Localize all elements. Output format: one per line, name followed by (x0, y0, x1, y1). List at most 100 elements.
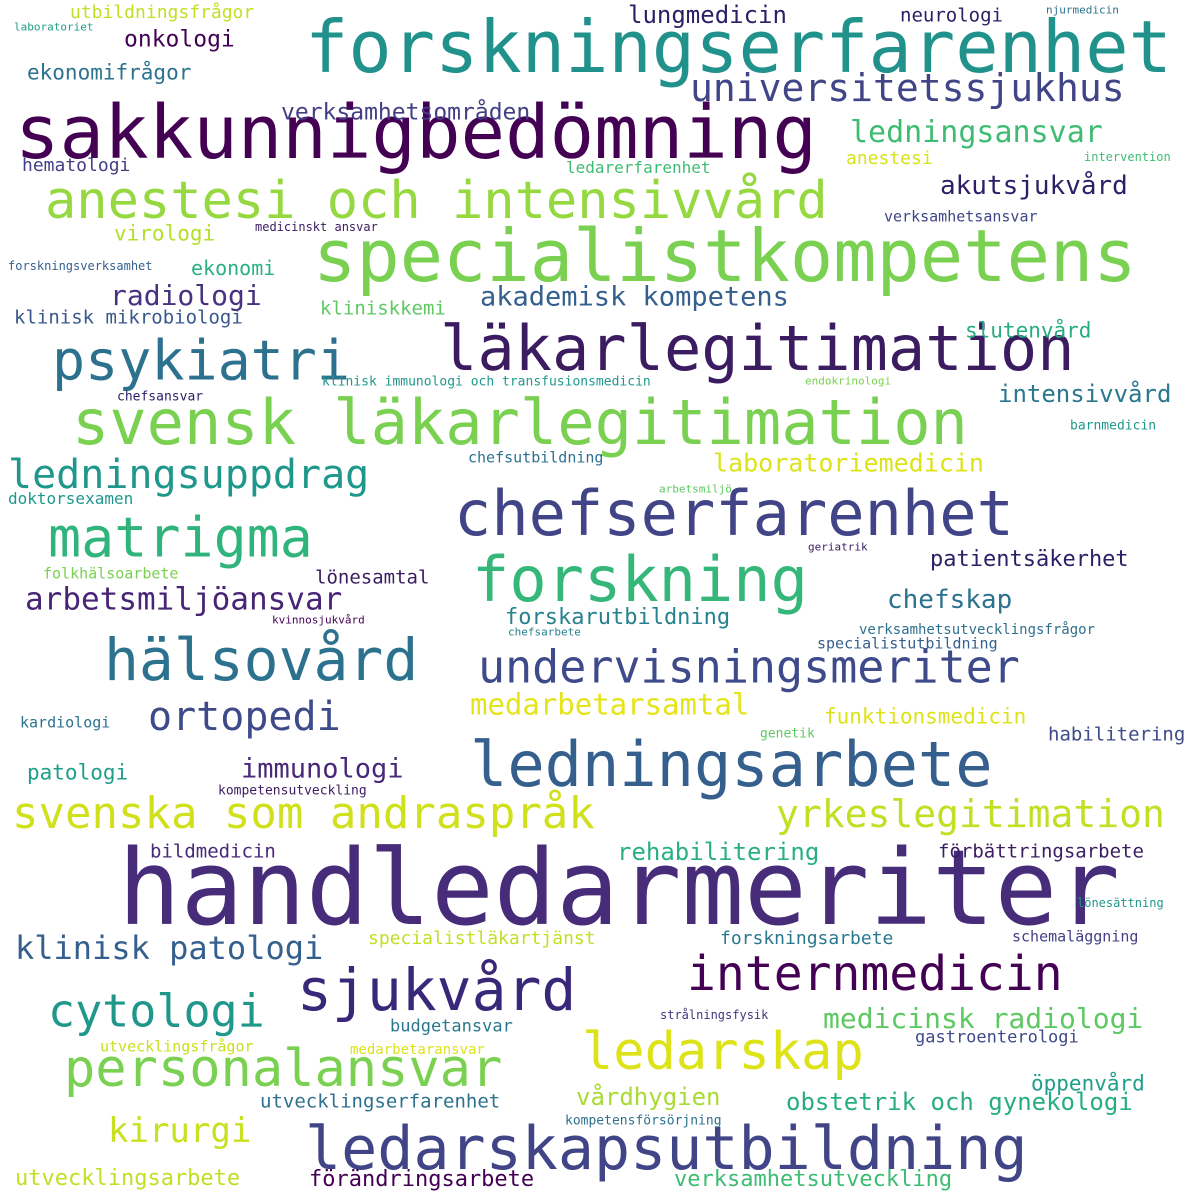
cloud-word: utbildningsfrågor (70, 2, 255, 23)
cloud-word: doktorsexamen (8, 489, 134, 508)
cloud-word: chefsutbildning (468, 448, 604, 467)
cloud-word: lönesättning (1077, 896, 1164, 910)
cloud-word: medicinsk radiologi (823, 1002, 1144, 1035)
cloud-word: neurologi (900, 4, 1003, 27)
cloud-word: ledningsansvar (850, 115, 1103, 150)
cloud-word: geriatrik (808, 540, 868, 554)
cloud-word: ekonomifrågor (27, 60, 192, 85)
cloud-word: forskning (472, 543, 808, 616)
cloud-word: kardiologi (20, 713, 111, 732)
cloud-word: matrigma (48, 505, 313, 570)
cloud-word: njurmedicin (1046, 3, 1119, 17)
cloud-word: patientsäkerhet (930, 547, 1129, 572)
cloud-word: specialistutbildning (817, 634, 998, 653)
cloud-word: ledningsarbete (470, 728, 993, 801)
cloud-word: ledarerfarenhet (566, 158, 711, 177)
cloud-word: lungmedicin (628, 1, 787, 29)
cloud-word: svensk läkarlegitimation (72, 386, 968, 459)
cloud-word: medarbetarsamtal (470, 687, 750, 722)
cloud-word: lönesamtal (315, 566, 430, 589)
cloud-word: patologi (27, 760, 129, 785)
cloud-word: kompetensutveckling (218, 783, 367, 799)
cloud-word: personalansvar (64, 1039, 503, 1099)
cloud-word: ledarskapsutbildning (305, 1114, 1028, 1184)
cloud-word: chefsansvar (117, 389, 204, 405)
cloud-word: utvecklingsarbete (15, 1166, 241, 1191)
cloud-word: svenska som andraspråk (12, 788, 595, 839)
cloud-word: intervention (1084, 150, 1171, 164)
cloud-word: klinisk immunologi och transfusionsmedic… (322, 374, 651, 390)
cloud-word: förändringsarbete (309, 1167, 535, 1192)
cloud-word: universitetssjukhus (690, 66, 1125, 110)
cloud-word: verksamhetsansvar (884, 207, 1038, 226)
cloud-word: akutsjukvård (940, 171, 1128, 201)
cloud-word: forskningserfarenhet (305, 5, 1172, 89)
cloud-word: onkologi (124, 26, 235, 53)
cloud-word: folkhälsoarbete (43, 564, 179, 583)
cloud-word: genetik (760, 726, 815, 742)
cloud-word: klinisk patologi (15, 929, 324, 967)
cloud-word: chefsarbete (508, 625, 581, 639)
cloud-word: budgetansvar (390, 1016, 513, 1037)
cloud-word: barnmedicin (1070, 418, 1157, 434)
cloud-word: kirurgi (108, 1111, 252, 1151)
cloud-word: arbetsmiljö (659, 482, 732, 496)
cloud-word: specialistkompetens (313, 214, 1137, 298)
cloud-word: handledarmeriter (118, 827, 1120, 949)
cloud-word: anestesi (846, 148, 933, 169)
cloud-word: forskarutbildning (505, 605, 731, 630)
cloud-word: vårdhygien (576, 1083, 721, 1111)
cloud-word: gastroenterologi (915, 1027, 1079, 1048)
cloud-word: medarbetaransvar (350, 1042, 485, 1058)
cloud-word: öppenvård (1031, 1071, 1145, 1096)
cloud-word: sakkunnigbedömning (15, 90, 817, 176)
cloud-word: medicinskt ansvar (255, 220, 378, 234)
cloud-word: obstetrik och gynekologi (786, 1088, 1133, 1116)
cloud-word: ledarskap (582, 1022, 864, 1082)
cloud-word: slutenvård (965, 318, 1092, 343)
cloud-word: kompetensförsörjning (565, 1113, 722, 1129)
cloud-word: radiologi (110, 279, 262, 312)
cloud-word: hälsovård (104, 626, 419, 694)
cloud-word: forskningsarbete (720, 928, 894, 949)
cloud-word: förbättringsarbete (938, 840, 1144, 863)
cloud-word: verksamhetsutveckling (674, 1167, 953, 1192)
cloud-word: ortopedi (148, 694, 341, 740)
cloud-word: laboratoriemedicin (713, 448, 984, 478)
cloud-word: ledningsuppdrag (8, 452, 370, 498)
cloud-word: undervisningsmeriter (478, 640, 1020, 694)
cloud-word: habilitering (1048, 723, 1186, 746)
cloud-word: kvinnosjukvård (272, 613, 365, 627)
cloud-word: utvecklingsfrågor (100, 1037, 254, 1056)
cloud-word: kliniskkemi (320, 297, 446, 320)
cloud-word: sjukvård (297, 956, 577, 1024)
cloud-word: cytologi (48, 984, 265, 1038)
cloud-word: strålningsfysik (660, 1008, 769, 1022)
cloud-word: laboratoriet (14, 20, 94, 34)
cloud-word: akademisk kompetens (480, 281, 789, 313)
cloud-word: läkarlegitimation (440, 312, 1075, 385)
cloud-word: endokrinologi (805, 374, 892, 388)
cloud-word: ekonomi (191, 256, 276, 280)
cloud-word: internmedicin (687, 946, 1063, 1002)
cloud-word: specialistläkartjänst (368, 928, 596, 949)
cloud-word: verksamhetsområden (281, 99, 531, 126)
cloud-word: psykiatri (52, 328, 351, 393)
cloud-word: klinisk mikrobiologi (14, 306, 243, 329)
cloud-word: bildmedicin (150, 840, 276, 863)
cloud-word: anestesi och intensivvård (45, 171, 828, 231)
cloud-word: immunologi (241, 753, 404, 785)
cloud-word: virologi (114, 221, 216, 246)
cloud-word: forskningsverksamhet (8, 259, 153, 273)
cloud-word: schemaläggning (1012, 927, 1139, 946)
cloud-word: yrkeslegitimation (776, 792, 1165, 836)
cloud-word: hematologi (22, 155, 131, 176)
cloud-word: intensivvård (998, 380, 1172, 408)
cloud-word: funktionsmedicin (824, 704, 1027, 729)
cloud-word: chefskap (887, 585, 1013, 615)
cloud-word: utvecklingserfarenhet (260, 1090, 501, 1113)
cloud-word: rehabilitering (617, 838, 820, 866)
cloud-word: chefserfarenhet (454, 477, 1014, 550)
cloud-word: arbetsmiljöansvar (25, 581, 343, 618)
